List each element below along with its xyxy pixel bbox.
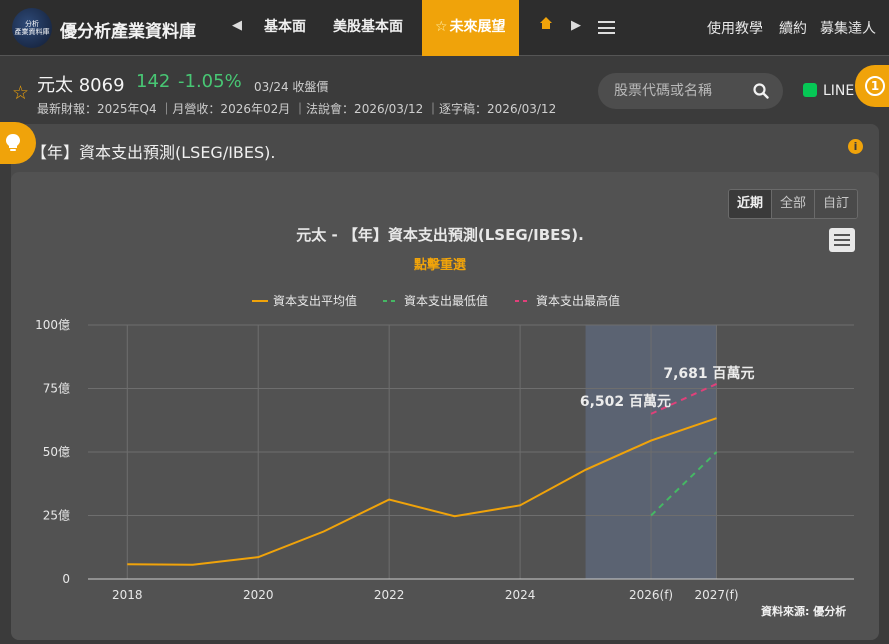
- tutorial-link[interactable]: 使用教學: [707, 21, 763, 37]
- x-tick-label: 2022: [374, 588, 405, 602]
- nav-item-us-fundamentals[interactable]: 美股基本面: [333, 19, 403, 35]
- legend-item: 資本支出最低值: [404, 293, 488, 308]
- nav-scroll-left-icon[interactable]: ◀: [232, 18, 242, 33]
- nav-item-fundamentals[interactable]: 基本面: [264, 19, 306, 35]
- series-line-0[interactable]: [127, 417, 717, 566]
- home-icon[interactable]: [539, 16, 553, 30]
- legend-item: 資本支出平均值: [273, 293, 357, 308]
- series-line-1[interactable]: [650, 451, 718, 517]
- stock-name: 元太 8069: [37, 75, 125, 96]
- y-tick-label: 75億: [43, 382, 70, 396]
- panel-title: 【年】資本支出預測(LSEG/IBES).: [31, 143, 276, 162]
- search-box: [598, 73, 783, 109]
- y-tick-label: 100億: [35, 318, 70, 332]
- x-tick-label: 2020: [243, 588, 274, 602]
- x-tick-label: 2026(f): [629, 588, 673, 602]
- chart-card: 近期 全部 自訂 元太 - 【年】資本支出預測(LSEG/IBES). 點擊重選…: [11, 172, 879, 640]
- range-all-button[interactable]: 全部: [772, 190, 816, 218]
- info-icon[interactable]: i: [848, 139, 863, 154]
- line-button[interactable]: LINE: [803, 83, 854, 99]
- x-tick-label: 2024: [505, 588, 536, 602]
- panel-title-bar: 【年】資本支出預測(LSEG/IBES). i: [11, 124, 879, 172]
- y-tick-label: 50億: [43, 445, 70, 459]
- site-title[interactable]: 優分析產業資料庫: [60, 22, 196, 42]
- nav-scroll-right-icon[interactable]: ▶: [571, 18, 581, 33]
- data-source-credit: 資料來源: 優分析: [761, 605, 847, 618]
- favorite-star-icon[interactable]: ☆: [12, 82, 30, 104]
- chart-title: 元太 - 【年】資本支出預測(LSEG/IBES).: [296, 226, 584, 244]
- search-input[interactable]: [614, 73, 754, 109]
- logo-text-line1: 分析: [25, 20, 39, 28]
- site-logo[interactable]: 分析 產業資料庫: [12, 8, 52, 48]
- stock-change: -1.05%: [178, 71, 242, 92]
- nav-item-outlook[interactable]: ☆ 未來展望: [422, 0, 519, 56]
- chart-reset-link[interactable]: 點擊重選: [413, 258, 466, 273]
- tips-tab[interactable]: [0, 122, 36, 164]
- range-custom-button[interactable]: 自訂: [815, 190, 858, 218]
- y-tick-label: 25億: [43, 509, 70, 523]
- legend-item: 資本支出最高值: [536, 293, 620, 308]
- stock-price: 142: [136, 71, 171, 92]
- x-tick-label: 2027(f): [694, 588, 738, 602]
- hamburger-menu-icon[interactable]: [598, 21, 615, 34]
- fundraising-link[interactable]: 募集達人: [820, 21, 876, 37]
- capex-line-chart: 0 25億 50億 75億 100億 2018 2020 2022 2024 2026(f) 202…: [35, 293, 854, 602]
- stock-header: ☆ 元太 8069 142 -1.05% 03/24 收盤價 最新財報：2025…: [0, 57, 889, 123]
- stock-meta: 最新財報：2025年Q4 ｜月營收：2026年02月 ｜法說會：2026/03/…: [37, 102, 557, 116]
- notification-count: 1: [865, 76, 885, 96]
- stock-date: 03/24 收盤價: [254, 80, 329, 94]
- renew-link[interactable]: 續約: [779, 21, 807, 37]
- data-label: 7,681 百萬元: [663, 365, 754, 382]
- notification-badge[interactable]: 1: [855, 65, 889, 107]
- nav-item-outlook-label: 未來展望: [449, 19, 506, 35]
- capex-forecast-panel: 【年】資本支出預測(LSEG/IBES). i 近期 全部 自訂 元太 - 【年…: [0, 122, 879, 640]
- chart-export-menu-icon[interactable]: [829, 228, 855, 252]
- search-icon[interactable]: [752, 82, 770, 100]
- top-nav: 分析 產業資料庫 優分析產業資料庫 ◀ 基本面 美股基本面 ☆ 未來展望 ▶ 使用…: [0, 0, 889, 56]
- y-tick-label: 0: [62, 572, 70, 586]
- star-icon: ☆: [435, 19, 448, 35]
- line-label: LINE: [823, 83, 855, 99]
- range-recent-button[interactable]: 近期: [729, 190, 773, 218]
- lightbulb-icon: [6, 134, 20, 151]
- data-label: 6,502 百萬元: [580, 393, 671, 410]
- series-line-2[interactable]: [650, 383, 717, 415]
- x-tick-label: 2018: [112, 588, 143, 602]
- logo-text-line2: 產業資料庫: [14, 28, 50, 36]
- line-icon: [803, 83, 817, 97]
- range-button-group: 近期 全部 自訂: [728, 189, 859, 219]
